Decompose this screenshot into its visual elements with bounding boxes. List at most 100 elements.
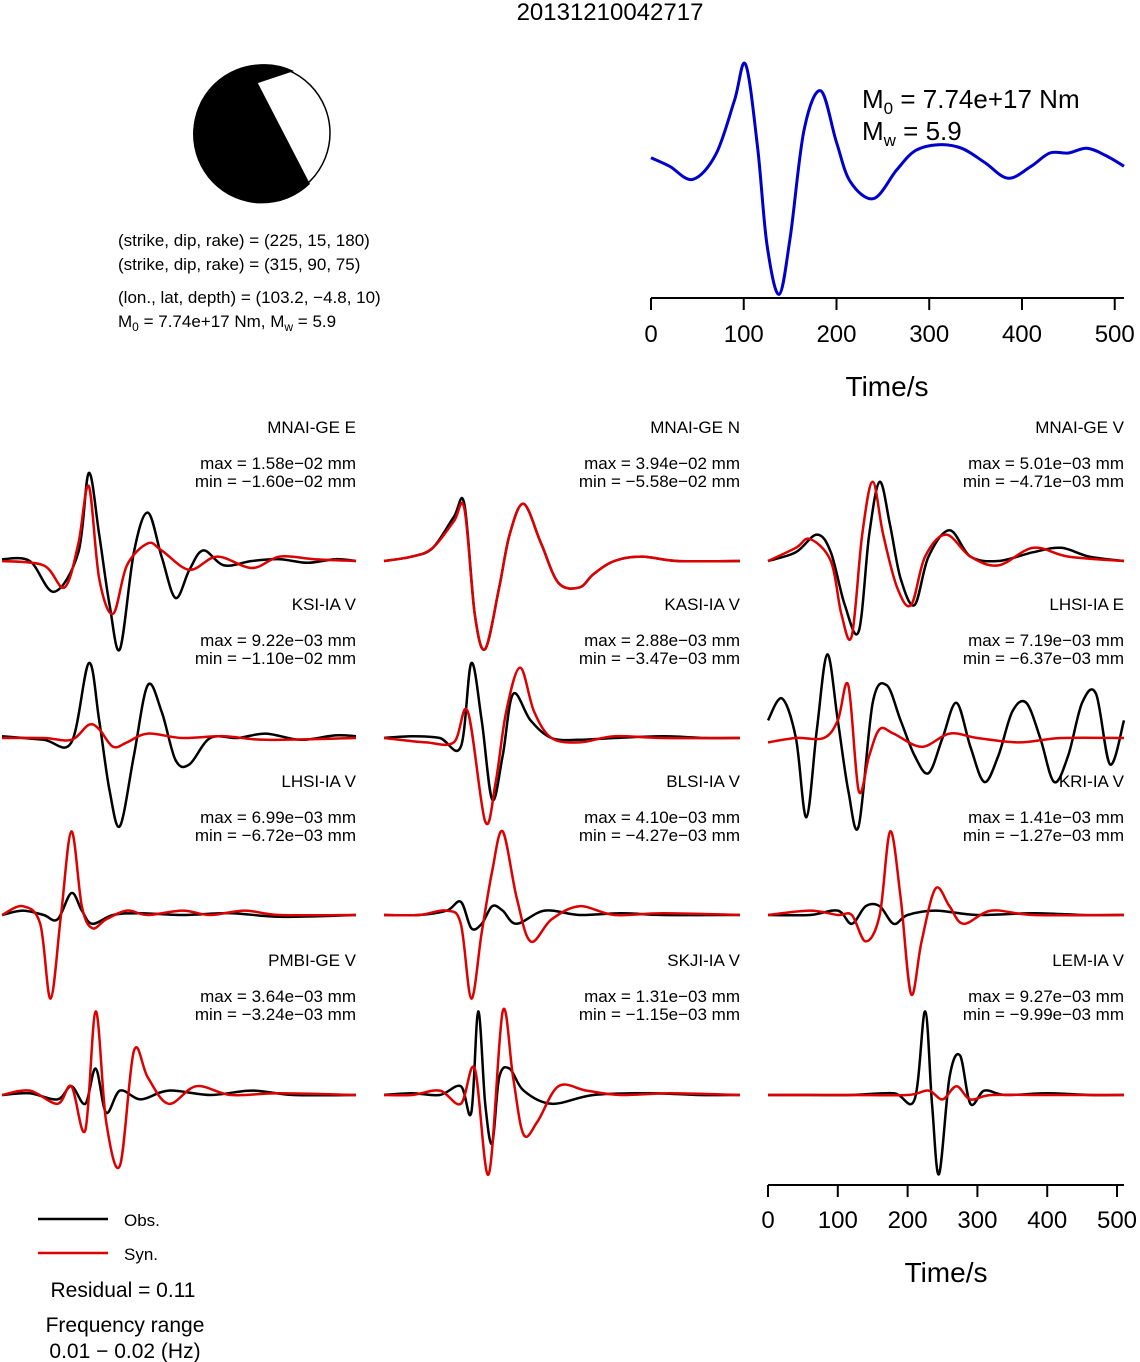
stf-x-tick-label: 400 bbox=[1002, 321, 1042, 348]
waveform-x-tick-label: 300 bbox=[957, 1207, 997, 1234]
station-min: min = −3.24e−03 mm bbox=[195, 1005, 356, 1024]
observed-trace bbox=[766, 653, 1126, 831]
synthetic-trace bbox=[767, 1084, 1124, 1101]
observed-trace bbox=[383, 900, 741, 931]
station-max: max = 9.22e−03 mm bbox=[200, 631, 356, 650]
stf-x-tick-label: 500 bbox=[1095, 321, 1135, 348]
mag-sub: w bbox=[283, 320, 293, 334]
station-min: min = −1.15e−03 mm bbox=[579, 1005, 740, 1024]
observed-trace bbox=[767, 902, 1125, 926]
station-min: min = −9.99e−03 mm bbox=[963, 1005, 1124, 1024]
observed-trace bbox=[1, 661, 357, 829]
observed-trace bbox=[1, 1067, 357, 1115]
station-name: PMBI-GE V bbox=[268, 951, 357, 970]
frequency-range-value: 0.01 − 0.02 (Hz) bbox=[49, 1340, 200, 1362]
observed-trace bbox=[1, 471, 357, 652]
station-name: LEM-IA V bbox=[1052, 951, 1124, 970]
station-name: LHSI-IA E bbox=[1049, 595, 1124, 614]
station-min: min = −6.37e−03 mm bbox=[963, 649, 1124, 668]
moment-sub: 0 bbox=[132, 320, 139, 334]
station-min: min = −1.60e−02 mm bbox=[195, 472, 356, 491]
focal-mechanism-beachball bbox=[193, 64, 331, 204]
station-name: MNAI-GE E bbox=[267, 418, 356, 437]
stf-x-tick-label: 200 bbox=[816, 321, 856, 348]
stf-x-axis-label: Time/s bbox=[846, 371, 929, 402]
station-name: KRI-IA V bbox=[1059, 772, 1125, 791]
synthetic-trace bbox=[383, 666, 741, 826]
station-max: max = 5.01e−03 mm bbox=[968, 454, 1124, 473]
legend-obs-label: Obs. bbox=[124, 1211, 160, 1230]
station-name: MNAI-GE V bbox=[1035, 418, 1124, 437]
nodal-plane-1: (strike, dip, rake) = (225, 15, 180) bbox=[118, 231, 370, 250]
station-max: max = 7.19e−03 mm bbox=[968, 631, 1124, 650]
observed-trace bbox=[767, 480, 1125, 636]
source-time-function-panel: M0 = 7.74e+17 Nm Mw = 5.9 0 100 200 300 400 5… bbox=[644, 61, 1135, 402]
station-min: min = −3.47e−03 mm bbox=[579, 649, 740, 668]
waveform-x-tick-label: 400 bbox=[1027, 1207, 1067, 1234]
station-name: KSI-IA V bbox=[292, 595, 357, 614]
station-max: max = 9.27e−03 mm bbox=[968, 987, 1124, 1006]
waveform-x-tick-label: 100 bbox=[818, 1207, 858, 1234]
nodal-plane-2: (strike, dip, rake) = (315, 90, 75) bbox=[118, 255, 360, 274]
station-min: min = −4.27e−03 mm bbox=[579, 826, 740, 845]
waveform-time-axis: 0 100 200 300 400 500 Time/s bbox=[761, 1184, 1137, 1288]
moment-prefix: M bbox=[118, 312, 132, 331]
waveform-x-tick-label: 200 bbox=[888, 1207, 928, 1234]
stf-moment-label: M0 = 7.74e+17 Nm bbox=[862, 84, 1080, 118]
synthetic-trace bbox=[383, 829, 741, 1000]
stf-x-tick-label: 0 bbox=[644, 321, 657, 348]
station-name: SKJI-IA V bbox=[667, 951, 740, 970]
mag-prefix: M bbox=[270, 312, 284, 331]
station-max: max = 1.58e−02 mm bbox=[200, 454, 356, 473]
legend: Obs. Syn. bbox=[38, 1211, 160, 1264]
waveform-x-tick-label: 500 bbox=[1097, 1207, 1137, 1234]
mag-value: = 5.9 bbox=[293, 312, 336, 331]
station-max: max = 4.10e−03 mm bbox=[584, 808, 740, 827]
station-name: MNAI-GE N bbox=[650, 418, 740, 437]
moment-magnitude-line: M0 = 7.74e+17 Nm, Mw = 5.9 bbox=[118, 312, 336, 334]
observed-trace bbox=[1, 891, 357, 926]
event-location: (lon., lat, depth) = (103.2, −4.8, 10) bbox=[118, 288, 381, 307]
waveform-x-axis-label: Time/s bbox=[905, 1257, 988, 1288]
frequency-range-title: Frequency range bbox=[46, 1314, 205, 1337]
synthetic-trace bbox=[383, 1007, 741, 1176]
observed-trace bbox=[383, 1010, 741, 1146]
station-max: max = 1.41e−03 mm bbox=[968, 808, 1124, 827]
station-min: min = −4.71e−03 mm bbox=[963, 472, 1124, 491]
moment-value: = 7.74e+17 Nm, bbox=[139, 312, 270, 331]
station-min: min = −1.27e−03 mm bbox=[963, 826, 1124, 845]
station-name: LHSI-IA V bbox=[281, 772, 356, 791]
station-max: max = 1.31e−03 mm bbox=[584, 987, 740, 1006]
synthetic-trace bbox=[383, 501, 741, 651]
observed-trace bbox=[383, 496, 741, 651]
station-max: max = 3.94e−02 mm bbox=[584, 454, 740, 473]
station-min: min = −6.72e−03 mm bbox=[195, 826, 356, 845]
observed-trace bbox=[767, 1010, 1125, 1176]
station-name: KASI-IA V bbox=[664, 595, 740, 614]
synthetic-trace bbox=[767, 830, 1125, 997]
station-max: max = 2.88e−03 mm bbox=[584, 631, 740, 650]
residual-label: Residual = 0.11 bbox=[51, 1279, 196, 1302]
station-min: min = −5.58e−02 mm bbox=[579, 472, 740, 491]
legend-syn-label: Syn. bbox=[124, 1245, 158, 1264]
station-max: max = 6.99e−03 mm bbox=[200, 808, 356, 827]
stf-x-tick-label: 100 bbox=[724, 321, 764, 348]
station-min: min = −1.10e−02 mm bbox=[195, 649, 356, 668]
stf-x-tick-label: 300 bbox=[909, 321, 949, 348]
synthetic-trace bbox=[767, 681, 1125, 795]
waveform-x-tick-label: 0 bbox=[761, 1207, 774, 1234]
station-max: max = 3.64e−03 mm bbox=[200, 987, 356, 1006]
synthetic-trace bbox=[1, 722, 357, 749]
synthetic-trace bbox=[1, 1010, 357, 1170]
